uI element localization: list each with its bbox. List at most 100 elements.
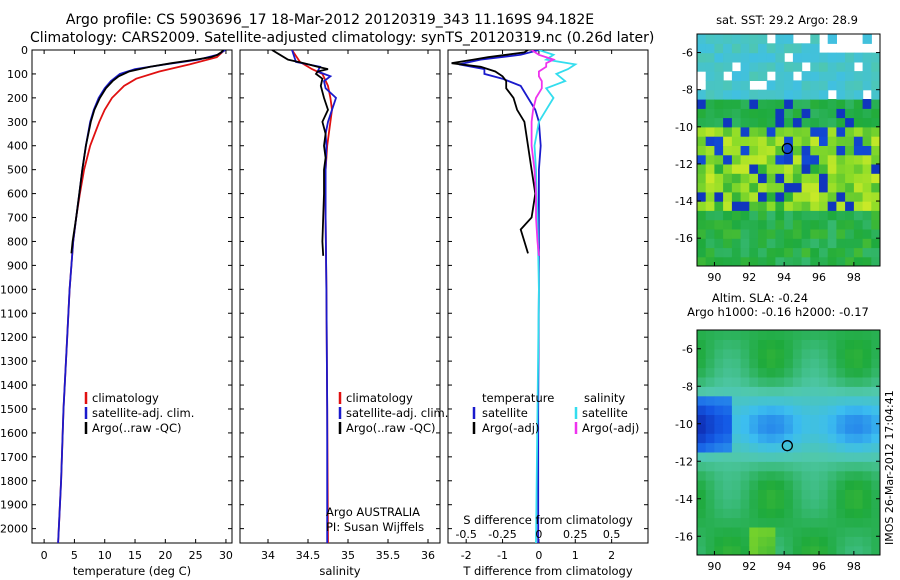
heatmap-cell bbox=[731, 480, 742, 490]
heatmap-cell bbox=[784, 173, 794, 184]
heatmap-cell bbox=[766, 108, 776, 119]
heatmap-cell bbox=[792, 395, 803, 406]
heatmap-cell bbox=[714, 470, 724, 481]
y-tick-label: -6 bbox=[682, 47, 693, 60]
heatmap-cell bbox=[784, 508, 794, 519]
heatmap-cell bbox=[714, 182, 724, 193]
heatmap-cell bbox=[810, 367, 820, 378]
heatmap-cell bbox=[819, 61, 829, 72]
heatmap-cell bbox=[723, 173, 733, 184]
heatmap-cell bbox=[784, 108, 794, 119]
heatmap-cell bbox=[845, 71, 855, 81]
heatmap-cell bbox=[758, 348, 768, 359]
heatmap-cell bbox=[723, 461, 733, 472]
x-tick-label: 90 bbox=[707, 560, 721, 573]
heatmap-cell bbox=[705, 52, 715, 63]
heatmap-cell bbox=[845, 395, 855, 406]
heatmap-cell bbox=[749, 480, 759, 490]
heatmap-cell bbox=[871, 442, 880, 453]
heatmap-cell bbox=[836, 117, 846, 128]
heatmap-cell bbox=[775, 219, 785, 230]
heatmap-cell bbox=[792, 348, 803, 359]
heatmap-cell bbox=[740, 256, 750, 266]
heatmap-cell bbox=[827, 173, 837, 184]
heatmap-cell bbox=[819, 108, 829, 119]
heatmap-cell bbox=[801, 52, 811, 63]
heatmap-cell bbox=[758, 498, 768, 509]
heatmap-cell bbox=[740, 99, 750, 109]
heatmap-cell bbox=[853, 386, 864, 397]
heatmap-cell bbox=[836, 536, 846, 547]
argo-position-marker bbox=[781, 142, 793, 155]
heatmap-cell bbox=[853, 489, 864, 500]
heatmap-cell bbox=[705, 228, 715, 239]
heatmap-cell bbox=[723, 358, 733, 369]
heatmap-cell bbox=[766, 451, 776, 462]
heatmap-cell bbox=[697, 330, 707, 340]
heatmap-cell bbox=[749, 508, 759, 519]
heatmap-cell bbox=[845, 433, 855, 444]
heatmap-cell bbox=[749, 256, 759, 266]
heatmap-cell bbox=[723, 489, 733, 500]
heatmap-cell bbox=[705, 145, 715, 156]
heatmap-cell bbox=[705, 173, 715, 184]
heatmap-cell bbox=[853, 99, 864, 109]
heatmap-cell bbox=[827, 414, 837, 425]
heatmap-cell bbox=[740, 423, 750, 434]
y-tick-label: -8 bbox=[682, 84, 693, 97]
heatmap-cell bbox=[801, 256, 811, 266]
x-tick-label: 2 bbox=[608, 549, 615, 562]
heatmap-cell bbox=[766, 423, 776, 434]
heatmap-cell bbox=[731, 358, 742, 369]
heatmap-cell bbox=[819, 117, 829, 128]
heatmap-cell bbox=[862, 433, 872, 444]
heatmap-cell bbox=[775, 330, 785, 340]
heatmap-cell bbox=[792, 52, 803, 63]
heatmap-cell bbox=[740, 126, 750, 137]
heatmap-cell bbox=[740, 442, 750, 453]
heatmap-cell bbox=[845, 182, 855, 193]
heatmap-cell bbox=[871, 61, 880, 72]
map-frame bbox=[696, 329, 881, 556]
heatmap-cell bbox=[801, 508, 811, 519]
heatmap-cell bbox=[819, 330, 829, 340]
heatmap-cell bbox=[845, 545, 855, 555]
heatmap-cell bbox=[810, 489, 820, 500]
heatmap-cell bbox=[845, 358, 855, 369]
heatmap-cell bbox=[871, 367, 880, 378]
series-group bbox=[271, 50, 338, 543]
heatmap-cell bbox=[862, 517, 872, 528]
heatmap-cell bbox=[740, 173, 750, 184]
heatmap-cell bbox=[810, 256, 820, 266]
plot-frame bbox=[31, 49, 233, 544]
heatmap-cell bbox=[731, 348, 742, 359]
heatmap-cell bbox=[810, 154, 820, 165]
heatmap-cell bbox=[740, 43, 750, 54]
heatmap-cell bbox=[723, 52, 733, 63]
heatmap-cell bbox=[801, 154, 811, 165]
heatmap-cell bbox=[714, 136, 724, 146]
heatmap-cell bbox=[731, 154, 742, 165]
heatmap-cell bbox=[705, 489, 715, 500]
heatmap-cell bbox=[836, 173, 846, 184]
heatmap-cell bbox=[845, 80, 855, 91]
heatmap-cell bbox=[697, 163, 707, 174]
heatmap-cell bbox=[827, 80, 837, 91]
heatmap-cell bbox=[705, 339, 715, 350]
heatmap-cell bbox=[871, 339, 880, 350]
heatmap-cell bbox=[819, 414, 829, 425]
x-tick-label: 90 bbox=[707, 271, 721, 284]
heatmap-cell bbox=[775, 126, 785, 137]
heatmap-cell bbox=[749, 210, 759, 221]
heatmap-cell bbox=[775, 99, 785, 109]
x-tick-label: 1 bbox=[572, 549, 579, 562]
heatmap-cell bbox=[792, 433, 803, 444]
legend-label-climatology: climatology bbox=[346, 391, 413, 405]
y-tick-label: -10 bbox=[675, 418, 693, 431]
heatmap-cell bbox=[697, 526, 707, 537]
heatmap-cell bbox=[758, 43, 768, 54]
heatmap-cell bbox=[810, 89, 820, 100]
y-tick-label: 400 bbox=[7, 140, 28, 153]
heatmap-cell bbox=[801, 238, 811, 249]
heatmap-cell bbox=[758, 61, 768, 72]
